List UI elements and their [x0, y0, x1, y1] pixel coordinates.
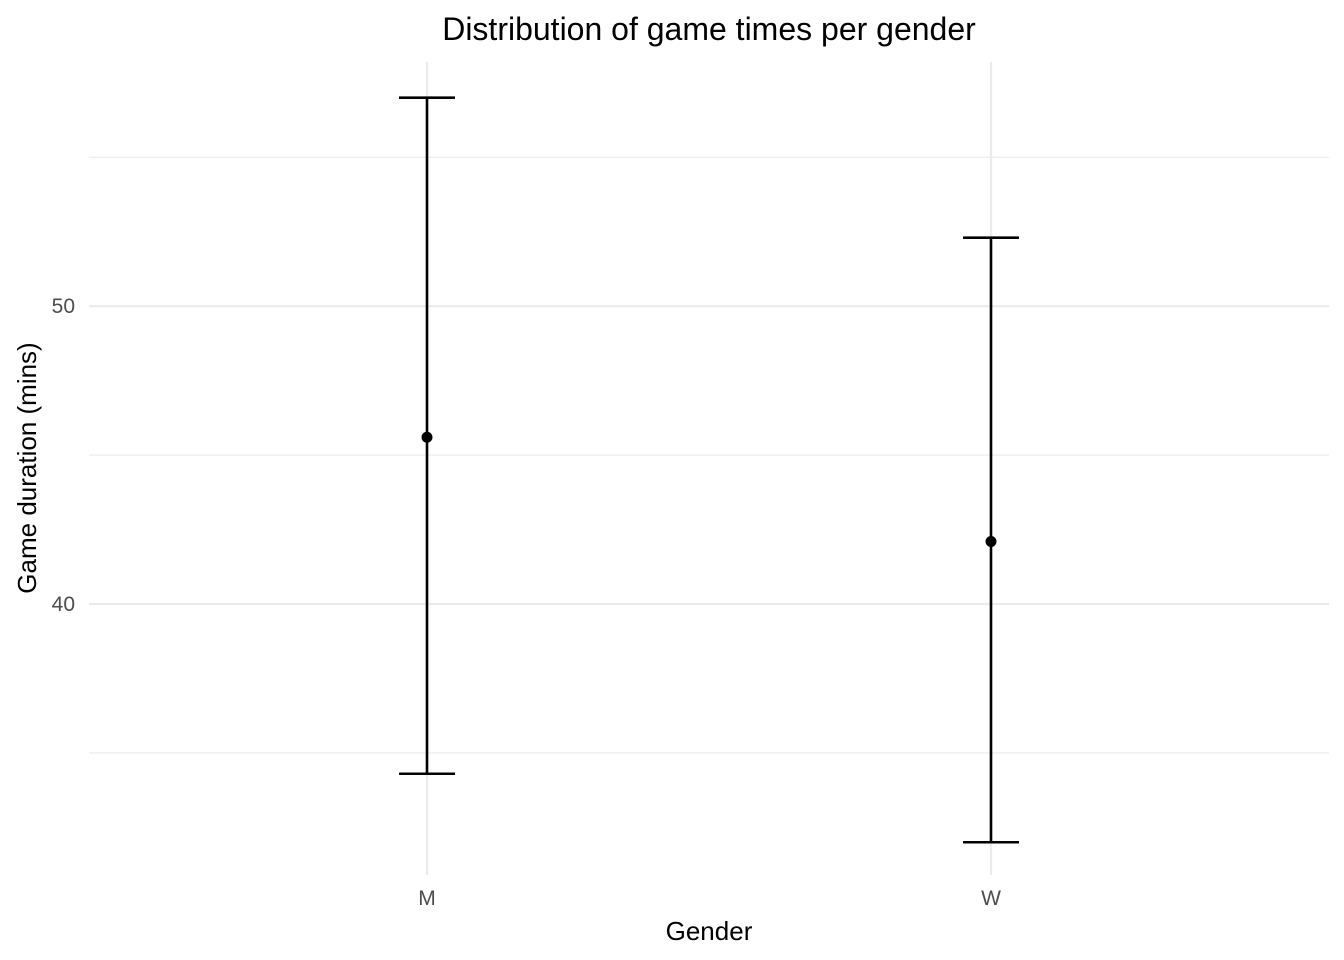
ticks-layer: 40 50 M W: [52, 295, 1001, 910]
y-tick-label: 50: [52, 295, 75, 318]
mean-point-M: [421, 431, 433, 443]
x-tick-label-M: M: [418, 887, 436, 910]
y-tick-label: 40: [52, 593, 75, 616]
x-axis-title: Gender: [666, 916, 753, 946]
chart-title: Distribution of game times per gender: [442, 11, 976, 47]
y-axis-title: Game duration (mins): [12, 342, 42, 593]
marks-layer: [399, 96, 1019, 844]
mean-point-W: [985, 535, 997, 547]
x-tick-label-W: W: [981, 887, 1001, 910]
